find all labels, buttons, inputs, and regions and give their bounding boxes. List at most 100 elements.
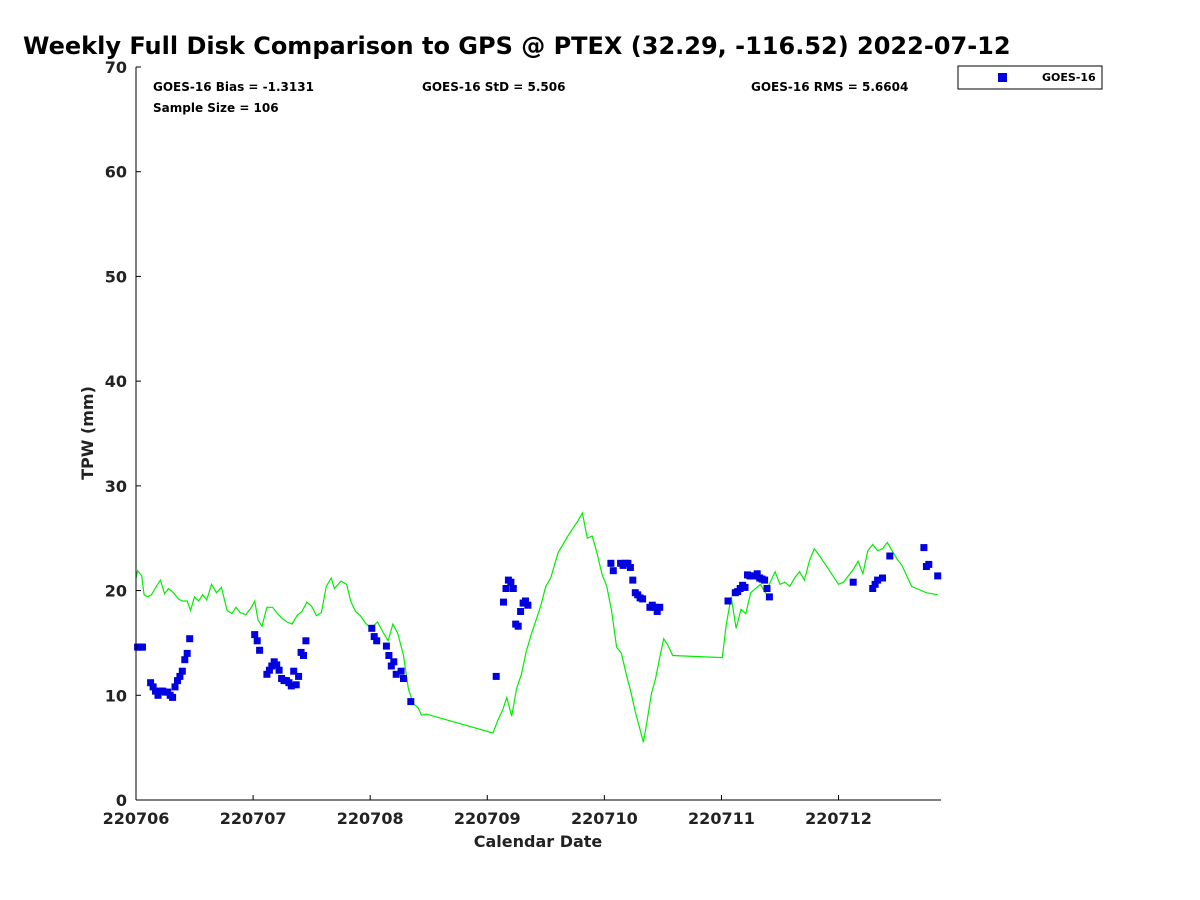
data-point	[626, 564, 634, 571]
data-point	[292, 681, 300, 689]
data-point	[370, 633, 378, 641]
data-point	[368, 624, 376, 632]
x-tick-label: 220710	[571, 809, 638, 828]
data-point	[178, 667, 186, 675]
data-point	[400, 675, 407, 682]
y-tick-label: 70	[105, 58, 127, 77]
y-tick-label: 20	[105, 582, 127, 601]
data-point	[522, 597, 529, 605]
data-point	[382, 642, 390, 650]
data-point	[761, 576, 769, 584]
data-point	[176, 672, 184, 680]
data-point	[656, 603, 664, 611]
data-point	[651, 603, 659, 611]
data-point	[147, 679, 155, 687]
legend: GOES-16	[957, 65, 1103, 90]
data-point	[524, 601, 532, 609]
y-axis-ticks: 0 10 20 30 40 50 60 70	[105, 58, 141, 810]
y-tick-label: 50	[105, 267, 127, 286]
data-point	[174, 677, 181, 685]
plot-area: 0 10 20 30 40 50 60 70 220706 220707 220708 220709…	[103, 58, 942, 828]
sample-size-stat: Sample Size = 106	[153, 101, 279, 115]
data-point	[741, 583, 749, 591]
data-point	[753, 570, 761, 578]
data-point	[149, 683, 157, 691]
gps-line-path	[135, 511, 938, 743]
legend-box	[957, 65, 1103, 90]
data-point	[152, 687, 159, 695]
data-point	[920, 544, 928, 552]
data-point	[763, 585, 771, 592]
x-tick-label: 220708	[337, 809, 404, 828]
x-tick-label: 220711	[688, 809, 755, 828]
goes-16-series	[134, 544, 942, 706]
data-point	[514, 622, 522, 630]
data-point	[373, 637, 381, 645]
data-point	[385, 652, 393, 659]
data-point	[186, 635, 194, 643]
data-point	[169, 693, 177, 701]
data-point	[624, 559, 632, 567]
x-tick-label: 220707	[220, 809, 287, 828]
data-point	[253, 637, 261, 645]
chart-title: Weekly Full Disk Comparison to GPS @ PTE…	[23, 32, 1011, 60]
data-point	[874, 576, 882, 584]
data-point	[171, 683, 179, 691]
gps-line-series	[135, 511, 938, 743]
data-point	[517, 608, 525, 615]
x-axis-label: Calendar Date	[474, 832, 603, 851]
data-point	[154, 691, 162, 699]
data-point	[869, 585, 877, 592]
data-point	[392, 670, 400, 678]
data-point	[886, 552, 894, 560]
data-point	[139, 643, 146, 651]
data-point	[397, 667, 405, 675]
data-point	[934, 572, 942, 580]
y-tick-label: 30	[105, 477, 127, 496]
x-axis-ticks: 220706 220707 220708 220709 220710 220711 2207…	[103, 795, 872, 828]
x-tick-label: 220712	[805, 809, 872, 828]
data-point	[268, 662, 276, 670]
data-point	[287, 682, 295, 690]
y-tick-label: 60	[105, 163, 127, 182]
data-point	[879, 574, 886, 582]
data-point	[263, 670, 271, 678]
data-point	[653, 608, 661, 615]
legend-marker-square	[998, 73, 1007, 82]
data-point	[275, 666, 283, 674]
x-tick-label: 220709	[454, 809, 521, 828]
data-point	[273, 661, 281, 669]
data-point	[302, 637, 310, 645]
y-tick-label: 40	[105, 372, 127, 391]
data-point	[724, 597, 732, 605]
data-point	[871, 580, 879, 588]
data-point	[502, 585, 510, 592]
data-point	[265, 666, 273, 674]
bias-stat: GOES-16 Bias = -1.3131	[153, 80, 314, 94]
y-tick-label: 10	[105, 686, 127, 705]
data-point	[765, 593, 773, 601]
data-point	[387, 662, 395, 670]
data-point	[492, 672, 500, 680]
y-axis-label: TPW (mm)	[78, 386, 97, 480]
data-point	[390, 658, 398, 666]
data-point	[925, 560, 933, 568]
data-point	[256, 646, 264, 654]
data-point	[407, 698, 415, 706]
data-point	[849, 578, 857, 586]
data-point	[507, 578, 515, 586]
data-point	[607, 559, 615, 567]
data-point	[251, 631, 259, 639]
data-point	[181, 656, 189, 664]
legend-label: GOES-16	[1042, 71, 1096, 84]
y-tick-label: 0	[116, 791, 127, 810]
data-point	[609, 567, 617, 575]
data-point	[290, 667, 298, 675]
data-point	[500, 598, 507, 606]
data-point	[300, 652, 307, 659]
x-tick-label: 220706	[103, 809, 170, 828]
data-point	[509, 585, 517, 592]
data-point	[629, 576, 637, 584]
data-point	[183, 649, 191, 657]
